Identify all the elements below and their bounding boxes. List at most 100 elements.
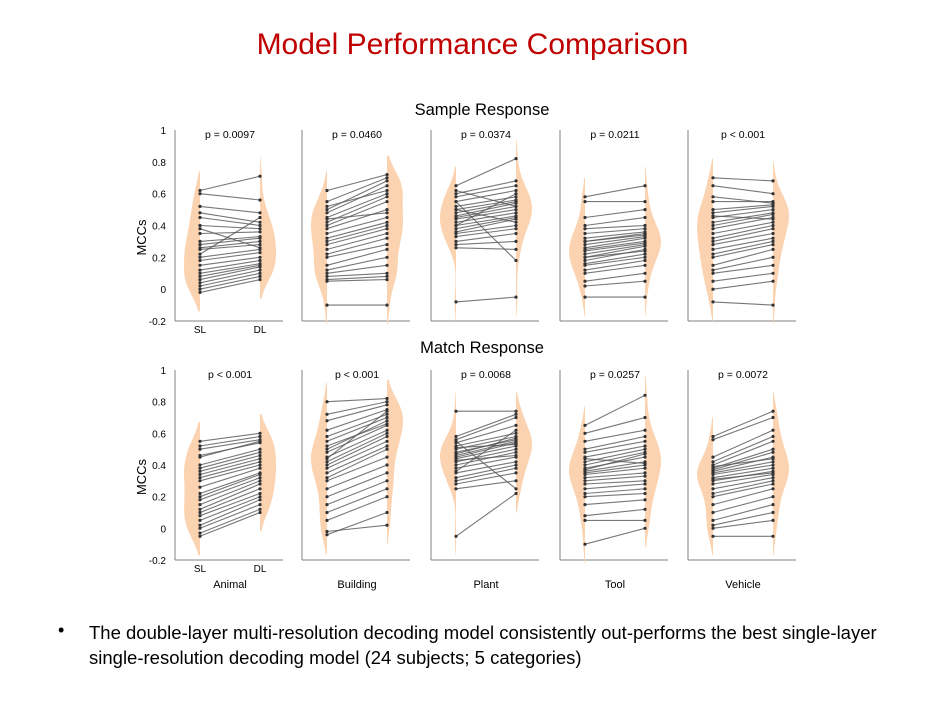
- dl-point: [385, 278, 389, 282]
- dl-point: [258, 491, 262, 496]
- category-label: Plant: [473, 579, 498, 591]
- paired-line: [455, 493, 517, 537]
- paired-line: [199, 237, 261, 246]
- sl-point: [325, 428, 329, 432]
- dl-point: [258, 466, 262, 470]
- sl-point: [198, 204, 202, 208]
- paired-line: [584, 453, 646, 471]
- sl-point: [454, 452, 458, 456]
- paired-line: [584, 456, 646, 469]
- paired-line: [199, 467, 261, 488]
- sl-point: [711, 279, 715, 283]
- paired-line: [199, 205, 261, 214]
- sl-point: [454, 192, 458, 196]
- sl-point: [454, 239, 458, 243]
- sl-point: [711, 255, 715, 259]
- sl-point: [198, 463, 202, 467]
- paired-line: [199, 264, 261, 277]
- dl-point: [385, 471, 389, 475]
- sl-point: [198, 192, 202, 196]
- sl-point: [198, 215, 202, 220]
- dl-point: [258, 211, 262, 215]
- violin-sl: [311, 171, 327, 325]
- paired-line: [584, 256, 646, 266]
- paired-line: [584, 250, 646, 258]
- dl-point: [385, 184, 389, 188]
- sl-point: [711, 487, 715, 491]
- paired-line: [584, 416, 646, 434]
- dl-point: [385, 523, 389, 527]
- dl-point: [258, 239, 262, 243]
- sl-point: [454, 246, 458, 250]
- dl-point: [385, 479, 389, 483]
- paired-line: [455, 445, 517, 460]
- sl-point: [325, 439, 329, 443]
- sl-point: [454, 479, 458, 483]
- paired-line: [712, 248, 774, 266]
- paired-line: [326, 185, 388, 214]
- dl-point: [771, 503, 775, 507]
- paired-line: [199, 240, 261, 249]
- dl-point: [385, 396, 389, 401]
- dl-point: [258, 476, 262, 480]
- sl-point: [711, 287, 715, 291]
- y-tick-label: 0.8: [152, 398, 166, 409]
- paired-line: [584, 475, 646, 482]
- paired-line: [455, 429, 517, 472]
- dl-point: [643, 439, 647, 443]
- sl-point: [454, 446, 458, 450]
- dl-point: [514, 195, 518, 199]
- sl-point: [325, 204, 329, 208]
- dl-point: [771, 279, 775, 283]
- dl-point: [514, 258, 518, 263]
- sl-point: [583, 255, 587, 259]
- dl-point: [258, 198, 262, 202]
- dl-point: [258, 487, 262, 491]
- paired-line: [199, 440, 261, 458]
- paired-line: [199, 483, 261, 510]
- sl-point: [454, 458, 458, 462]
- paired-line: [712, 451, 774, 471]
- dl-point: [771, 450, 775, 454]
- paired-line: [326, 244, 388, 258]
- sl-point: [454, 220, 458, 224]
- p-value-label: p = 0.0374: [461, 129, 511, 141]
- sl-point: [198, 281, 202, 285]
- paired-line: [326, 189, 388, 207]
- dl-point: [771, 204, 775, 208]
- paired-line: [712, 213, 774, 227]
- sl-point: [711, 208, 715, 212]
- paired-line: [326, 464, 388, 490]
- sl-point: [325, 479, 329, 483]
- sl-point: [711, 518, 715, 523]
- sl-point: [583, 431, 587, 435]
- paired-line: [712, 215, 774, 220]
- paired-line: [712, 480, 774, 495]
- dl-point: [258, 215, 262, 220]
- paired-line: [455, 224, 517, 235]
- dl-point: [643, 482, 647, 486]
- paired-line: [199, 504, 261, 529]
- dl-point: [385, 303, 389, 307]
- dl-point: [771, 534, 775, 538]
- dl-point: [258, 495, 262, 499]
- sl-point: [198, 239, 202, 243]
- paired-line: [584, 245, 646, 258]
- dl-point: [514, 415, 518, 420]
- violin-dl: [645, 376, 661, 548]
- paired-line: [712, 244, 774, 258]
- dl-point: [771, 434, 775, 439]
- paired-line: [326, 409, 388, 431]
- paired-line: [199, 193, 261, 201]
- sl-point: [454, 188, 458, 193]
- dl-point: [771, 482, 775, 486]
- dl-point: [643, 252, 647, 256]
- dl-point: [514, 479, 518, 483]
- paired-line: [584, 429, 646, 442]
- paired-line: [712, 464, 774, 476]
- paired-line: [326, 511, 388, 536]
- paired-line: [584, 272, 646, 282]
- sl-point: [325, 243, 329, 247]
- dl-point: [643, 479, 647, 483]
- dl-point: [514, 231, 518, 236]
